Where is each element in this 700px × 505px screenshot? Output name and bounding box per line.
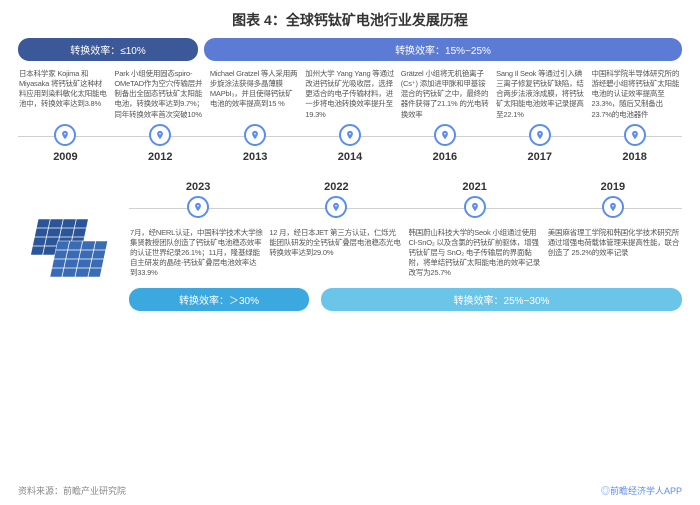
brand-label: ◎前瞻经济学人APP (601, 484, 682, 497)
timeline-card: 美国麻省理工学院和韩国化学技术研究所通过增强电荷载体管理来提高性能，联合创造了 … (547, 226, 682, 281)
timeline-card: Michael Gratzel 等人采用两步旋涂法获得多晶薄膜 MAPbI₃，并… (209, 67, 300, 122)
location-icon (464, 196, 486, 218)
year-label: 2017 (492, 151, 587, 163)
years-row-2: 2023 2022 2021 2019 (129, 181, 682, 193)
efficiency-badge-1: 转换效率：≤10% (18, 38, 198, 61)
location-icon (244, 124, 266, 146)
year-label: 2022 (267, 181, 405, 193)
timeline-card: 日本科学家 Kojima 和 Miyasaka 将钙钛矿这种材料应用到染料敏化太… (18, 67, 109, 122)
markers-row-1 (18, 124, 682, 148)
year-label: 2014 (303, 151, 398, 163)
location-icon (339, 124, 361, 146)
years-row-1: 2009 2012 2013 2014 2016 2017 2018 (18, 151, 682, 163)
year-label: 2019 (544, 181, 682, 193)
year-label: 2021 (406, 181, 544, 193)
efficiency-badge-4: 转换效率：25%~30% (321, 288, 682, 311)
location-icon (54, 124, 76, 146)
efficiency-badge-2: 转换效率：15%~25% (204, 38, 682, 61)
location-icon (149, 124, 171, 146)
cards-row-2: 7月，经NERL认证，中国科学技术大学徐集贤教授团队创造了钙钛矿电池稳态效率的认… (129, 226, 682, 281)
timeline-card: 加州大学 Yang Yang 等通过改进钙钛矿光吸收层，选择更适合的电子传输材料… (304, 67, 395, 122)
year-label: 2013 (208, 151, 303, 163)
badges-row-1: 转换效率：≤10% 转换效率：15%~25% (18, 38, 682, 61)
year-label: 2009 (18, 151, 113, 163)
chart-title: 图表 4：全球钙钛矿电池行业发展历程 (0, 0, 700, 38)
location-icon (325, 196, 347, 218)
timeline-card: 12 月，经日本JET 第三方认证，仁烁光能团队研发的全钙钛矿叠层电池稳态光电转… (268, 226, 403, 281)
location-icon (624, 124, 646, 146)
year-label: 2012 (113, 151, 208, 163)
source-label: 资料来源：前瞻产业研究院 (18, 484, 126, 497)
year-label: 2023 (129, 181, 267, 193)
location-icon (187, 196, 209, 218)
location-icon (602, 196, 624, 218)
timeline-card: Grätzel 小组将无机铯离子 (Cs⁺) 添加进甲脒和甲基铵混合的钙钛矿之中… (400, 67, 491, 122)
timeline: 转换效率：≤10% 转换效率：15%~25% 日本科学家 Kojima 和 Mi… (0, 38, 700, 311)
year-label: 2016 (397, 151, 492, 163)
timeline-card: Park 小组使用固态spiro-OMeTAD作为空穴传输层并制备出全固态钙钛矿… (113, 67, 204, 122)
markers-row-2 (129, 196, 682, 220)
cards-row-1: 日本科学家 Kojima 和 Miyasaka 将钙钛矿这种材料应用到染料敏化太… (18, 67, 682, 122)
efficiency-badge-3: 转换效率：＞30% (129, 288, 309, 311)
timeline-card: 韩国蔚山科技大学的Seok 小组通过使用Cl-SnO₂ 以及含氯的钙钛矿前驱体，… (408, 226, 543, 281)
row-2-container: 2023 2022 2021 2019 7月，经NERL认证，中国科学技术大学徐… (18, 181, 682, 312)
badges-row-2: 转换效率：＞30% 转换效率：25%~30% (129, 288, 682, 311)
year-label: 2018 (587, 151, 682, 163)
location-icon (434, 124, 456, 146)
solar-panel-icon (18, 211, 123, 286)
timeline-card: 7月，经NERL认证，中国科学技术大学徐集贤教授团队创造了钙钛矿电池稳态效率的认… (129, 226, 264, 281)
location-icon (529, 124, 551, 146)
timeline-card: 中国科学院半导体研究所的游经碧小组将钙钛矿太阳能电池的认证效率提高至23.3%，… (591, 67, 682, 122)
timeline-card: Sang Il Seok 等通过引入碘三离子修复钙钛矿缺陷，结合两步法液涂成膜，… (495, 67, 586, 122)
footer: 资料来源：前瞻产业研究院 ◎前瞻经济学人APP (18, 484, 682, 497)
